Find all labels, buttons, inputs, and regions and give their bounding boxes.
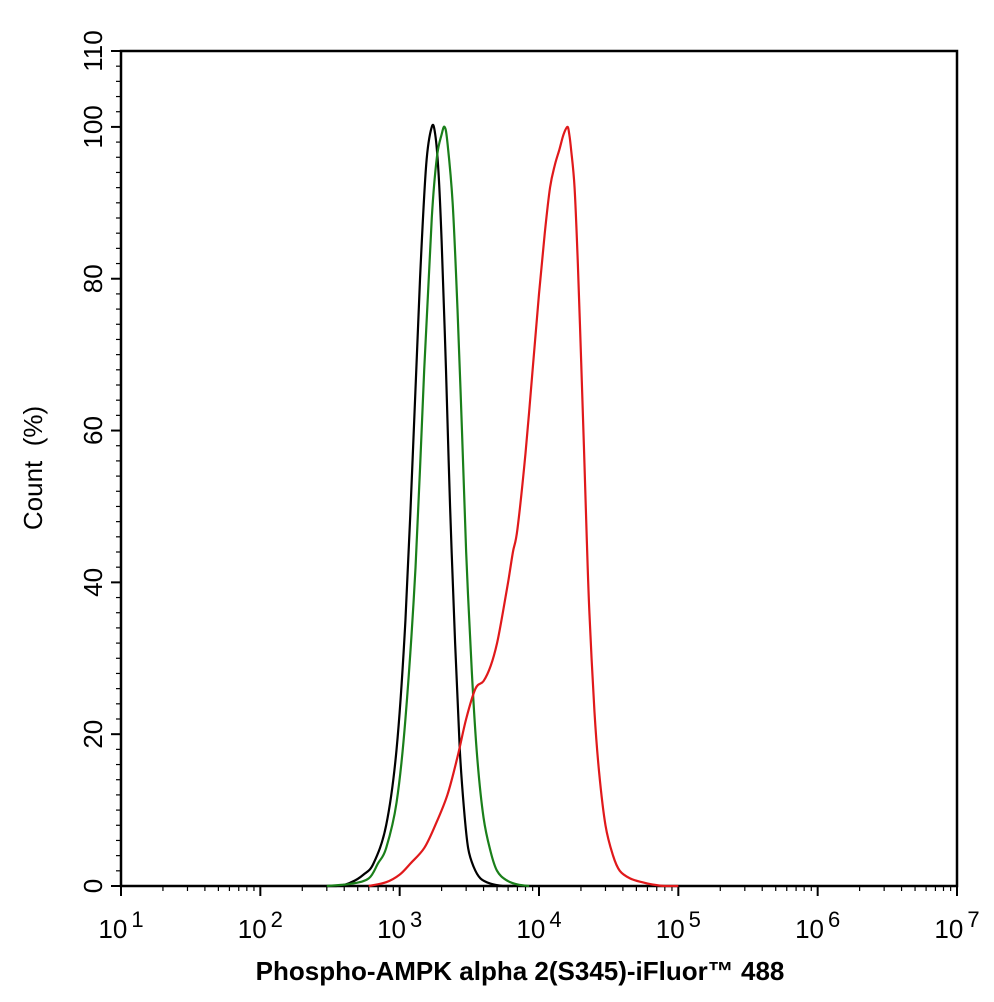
x-axis-title: Phospho-AMPK alpha 2(S345)-iFluor™ 488 [256,956,785,986]
plot-frame [119,49,959,888]
x-tick-base: 10 [238,914,267,944]
series-line-2 [368,125,679,888]
x-tick-label: 10 7 [934,907,979,944]
x-tick-label: 10 6 [795,907,840,944]
x-tick-base: 10 [377,914,406,944]
x-tick-base: 10 [98,914,127,944]
x-tick-base: 10 [656,914,685,944]
series-line-0 [302,123,513,888]
x-tick-exponent: 6 [828,907,840,932]
y-tick-label: 100 [78,105,108,148]
y-tick-label: 0 [78,879,108,893]
x-axis-ticks: 10 1 10 2 10 3 10 4 10 5 10 6 10 7 [98,886,980,944]
series-line-1 [326,125,530,888]
x-tick-base: 10 [516,914,545,944]
x-tick-label: 10 4 [516,907,561,944]
y-tick-label: 110 [78,30,108,71]
y-axis-title: Count (%) [18,406,48,530]
x-tick-exponent: 1 [131,907,143,932]
x-tick-base: 10 [795,914,824,944]
y-tick-label: 40 [78,568,108,597]
series-layer [302,123,679,888]
y-axis-ticks: 0 20 40 60 80 100 110 [78,30,121,893]
y-tick-label: 60 [78,416,108,445]
x-tick-exponent: 7 [967,907,979,932]
x-tick-label: 10 1 [98,907,143,944]
x-tick-exponent: 5 [689,907,701,932]
x-tick-exponent: 3 [410,907,422,932]
x-tick-label: 10 2 [238,907,283,944]
x-tick-label: 10 3 [377,907,422,944]
x-tick-exponent: 2 [271,907,283,932]
x-tick-base: 10 [934,914,963,944]
x-tick-exponent: 4 [549,907,561,932]
y-tick-label: 20 [78,720,108,749]
y-tick-label: 80 [78,264,108,293]
x-tick-label: 10 5 [656,907,701,944]
